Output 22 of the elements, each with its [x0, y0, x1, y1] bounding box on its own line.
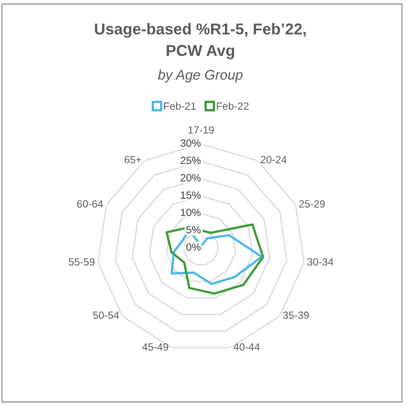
- y-tick-label: 15%: [180, 191, 201, 199]
- spoke-label: 55-59: [68, 258, 95, 266]
- spoke-label: 65+: [124, 156, 142, 164]
- spoke-label: 20-24: [260, 156, 287, 164]
- legend-label: Feb-21: [164, 102, 196, 110]
- y-tick-label: 0%: [186, 243, 201, 251]
- spoke-label: 25-29: [299, 200, 325, 208]
- spoke-label: 35-39: [283, 312, 309, 319]
- spoke-label: 45-49: [142, 343, 168, 351]
- chart-title: Usage-based %R1-5, Feb’22, PCW Avg: [94, 23, 306, 60]
- spoke-label: 17-19: [188, 126, 214, 134]
- spoke-label: 40-44: [234, 343, 260, 351]
- y-tick-label: 30%: [180, 139, 201, 147]
- y-tick-label: 10%: [180, 208, 201, 216]
- legend-label: Feb-22: [216, 102, 249, 110]
- chart-subtitle: by Age Group: [158, 70, 243, 82]
- spoke-label: 50-54: [93, 312, 120, 319]
- y-tick-label: 20%: [180, 174, 201, 182]
- y-tick-label: 5%: [186, 226, 201, 234]
- spoke-label: 60-64: [77, 200, 104, 208]
- y-tick-label: 25%: [180, 156, 201, 164]
- spoke-label: 30-34: [307, 258, 334, 266]
